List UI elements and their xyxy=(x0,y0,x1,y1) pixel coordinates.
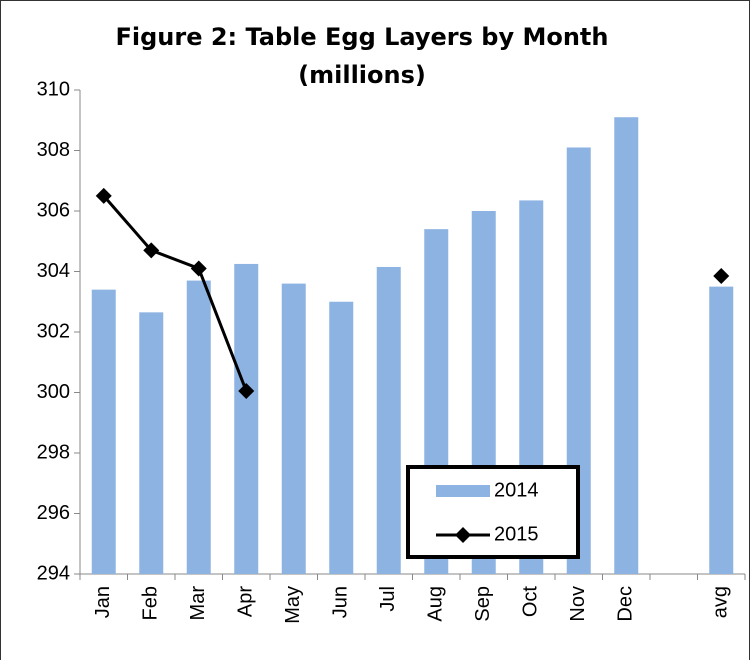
bar xyxy=(329,301,354,574)
y-tick-label: 306 xyxy=(37,199,70,221)
y-tick-label: 296 xyxy=(37,502,70,524)
y-tick-label: 300 xyxy=(37,381,70,403)
legend: 2014 2015 xyxy=(406,465,580,559)
marker xyxy=(143,242,160,259)
legend-swatch xyxy=(436,485,490,497)
legend-label: 2014 xyxy=(494,479,539,501)
x-tick-label: Sep xyxy=(472,586,494,622)
x-tick-label: Mar xyxy=(187,586,209,621)
bar xyxy=(709,286,734,574)
x-tick-label: Nov xyxy=(567,586,589,622)
x-tick-label: Jun xyxy=(330,586,352,618)
bar xyxy=(186,280,211,574)
y-tick-label: 294 xyxy=(37,562,70,584)
marker xyxy=(95,187,112,204)
marker xyxy=(190,260,207,277)
x-tick-label: May xyxy=(282,586,304,624)
x-tick-label: Jan xyxy=(92,586,114,618)
legend-marker xyxy=(455,527,471,543)
y-tick-label: 310 xyxy=(37,78,70,100)
bar xyxy=(234,263,259,574)
marker xyxy=(238,382,255,399)
bar xyxy=(614,117,639,574)
x-tick-label: Feb xyxy=(140,586,162,620)
chart-title: Figure 2: Table Egg Layers by Month xyxy=(116,23,609,51)
x-tick-label: Apr xyxy=(235,586,257,617)
y-tick-label: 304 xyxy=(37,260,70,282)
legend-box xyxy=(406,465,580,559)
marker xyxy=(713,268,730,285)
x-tick-label: Oct xyxy=(520,586,542,618)
legend-label: 2015 xyxy=(494,523,539,545)
y-tick-label: 302 xyxy=(37,320,70,342)
chart-subtitle: (millions) xyxy=(298,61,426,89)
bar xyxy=(281,283,306,574)
bar xyxy=(91,289,116,574)
y-tick-label: 298 xyxy=(37,441,70,463)
x-tick-label: Dec xyxy=(615,586,637,622)
x-tick-label: avg xyxy=(710,586,732,618)
x-tick-label: Aug xyxy=(425,586,447,622)
bar xyxy=(376,266,401,574)
x-tick-label: Jul xyxy=(377,586,399,612)
y-tick-label: 308 xyxy=(37,139,70,161)
bar xyxy=(139,312,164,574)
